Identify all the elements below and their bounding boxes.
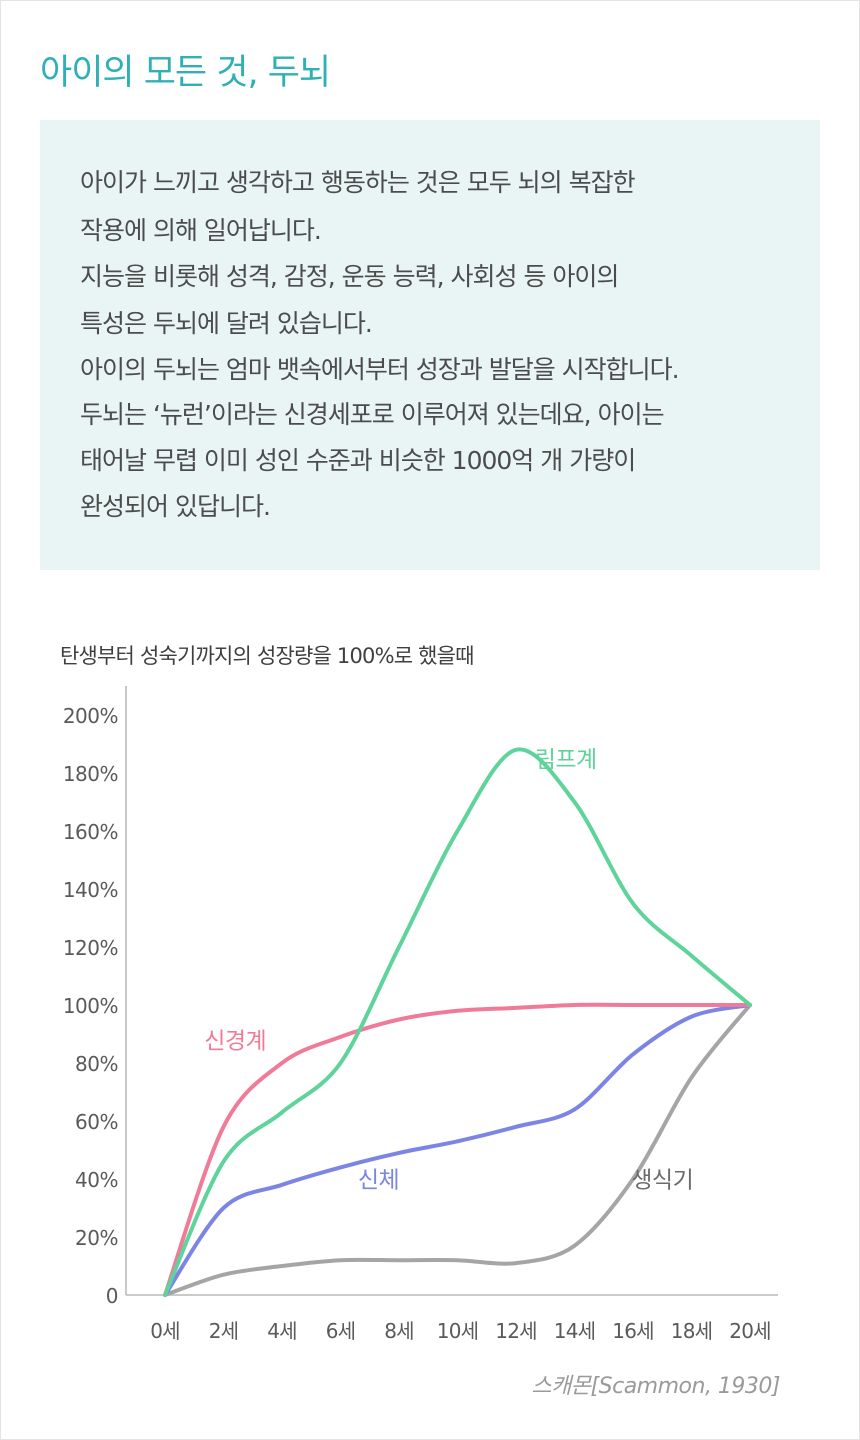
lymph-series-line	[163, 747, 752, 1297]
y-tick-label: 80%	[75, 1052, 118, 1076]
intro-line: 두뇌는 ‘뉴런’이라는 신경세포로 이루어져 있는데요, 아이는	[80, 400, 665, 429]
x-tick-label: 14세	[554, 1319, 595, 1343]
x-tick-label: 16세	[612, 1319, 653, 1343]
intro-line: 지능을 비롯해 성격, 감정, 운동 능력, 사회성 등 아이의	[80, 262, 619, 291]
y-tick-label: 120%	[63, 936, 118, 960]
y-tick-label: 200%	[63, 704, 118, 728]
x-tick-label: 18세	[671, 1319, 712, 1343]
body-series-label: 신체	[358, 1168, 399, 1194]
intro-line: 태어날 무렵 이미 성인 수준과 비슷한 1000억 개 가량이	[80, 446, 636, 475]
intro-line: 아이의 두뇌는 엄마 뱃속에서부터 성장과 발달을 시작합니다.	[80, 355, 680, 384]
growth-chart: 0 20% 40% 60% 80% 100% 120% 140% 160% 180% 200% 0세…	[63, 686, 778, 1343]
y-tick-label: 0	[106, 1284, 118, 1308]
intro-line: 특성은 두뇌에 달려 있습니다.	[80, 309, 373, 338]
x-tick-label: 8세	[384, 1319, 414, 1343]
intro-line: 완성되어 있답니다.	[80, 492, 271, 521]
chart-title: 탄생부터 성숙기까지의 성장량을 100%로 했을때	[60, 644, 475, 668]
y-tick-label: 160%	[63, 820, 118, 844]
source-citation: 스캐몬[Scammon, 1930]	[531, 1374, 780, 1399]
y-tick-label: 40%	[75, 1168, 118, 1192]
intro-line: 작용에 의해 일어납니다.	[80, 216, 322, 245]
y-tick-label: 100%	[63, 994, 118, 1018]
x-tick-label: 20세	[729, 1319, 770, 1343]
reproductive-series-label: 생식기	[631, 1168, 693, 1194]
lymph-series-label: 림프계	[535, 747, 597, 773]
x-tick-label: 10세	[437, 1319, 478, 1343]
y-tick-label: 140%	[63, 878, 118, 902]
x-tick-label: 12세	[495, 1319, 536, 1343]
nerve-series-label: 신경계	[204, 1029, 266, 1055]
x-tick-label: 2세	[209, 1319, 239, 1343]
x-tick-label: 0세	[150, 1319, 180, 1343]
y-tick-label: 20%	[75, 1226, 118, 1250]
nerve-series-line	[163, 1002, 752, 1297]
y-tick-label: 60%	[75, 1110, 118, 1134]
intro-line: 아이가 느끼고 생각하고 행동하는 것은 모두 뇌의 복잡한	[80, 168, 636, 197]
reproductive-series-line	[163, 1003, 752, 1297]
page-title: 아이의 모든 것, 두뇌	[40, 53, 331, 93]
y-tick-label: 180%	[63, 762, 118, 786]
body-series-line	[163, 1003, 752, 1297]
x-tick-label: 4세	[267, 1319, 297, 1343]
x-tick-label: 6세	[326, 1319, 356, 1343]
intro-box: 아이가 느끼고 생각하고 행동하는 것은 모두 뇌의 복잡한 작용에 의해 일어…	[40, 120, 820, 570]
